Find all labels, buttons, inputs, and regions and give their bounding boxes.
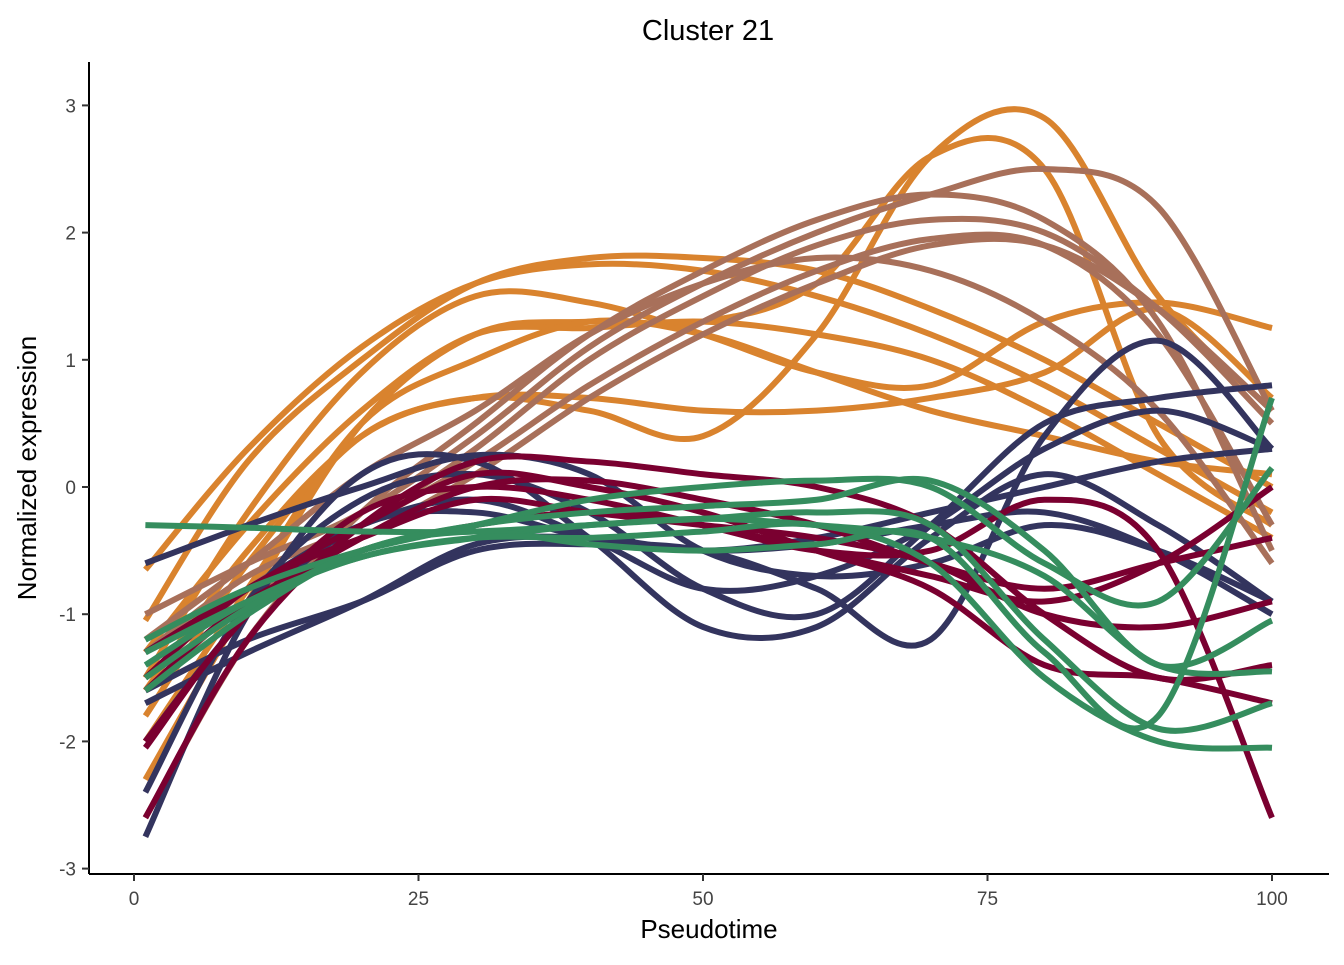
x-tick-label: 50 — [692, 889, 713, 910]
y-tick-label: -3 — [59, 860, 76, 881]
x-tick-label: 25 — [408, 889, 429, 910]
series-line-orange-2 — [142, 135, 1274, 782]
y-tick-label: 0 — [65, 478, 76, 499]
series-lines — [142, 106, 1275, 839]
y-tick-label: 1 — [65, 351, 76, 372]
y-ticks: -3 -2 -1 0 1 2 3 — [59, 96, 89, 881]
series-line-brown-6 — [143, 254, 1275, 643]
y-axis-label: Normalized expression — [12, 336, 42, 600]
x-tick-label: 0 — [129, 889, 140, 910]
x-tick-label: 100 — [1256, 889, 1288, 910]
y-tick-label: 2 — [65, 224, 76, 245]
series-line-crimson-5 — [143, 495, 1273, 681]
series-line-orange-7 — [142, 305, 1274, 718]
y-tick-label: -2 — [59, 732, 76, 753]
y-tick-label: 3 — [65, 96, 76, 117]
series-line-crimson-3 — [143, 469, 1273, 707]
series-line-orange-3 — [142, 252, 1274, 623]
x-axis-label: Pseudotime — [640, 914, 777, 944]
x-ticks: 0 25 50 75 100 — [129, 874, 1288, 910]
series-line-green-6 — [143, 475, 1274, 681]
series-line-crimson-6 — [142, 476, 1273, 750]
chart-title: Cluster 21 — [642, 15, 774, 47]
x-tick-label: 75 — [977, 889, 998, 910]
y-tick-label: -1 — [59, 605, 76, 626]
